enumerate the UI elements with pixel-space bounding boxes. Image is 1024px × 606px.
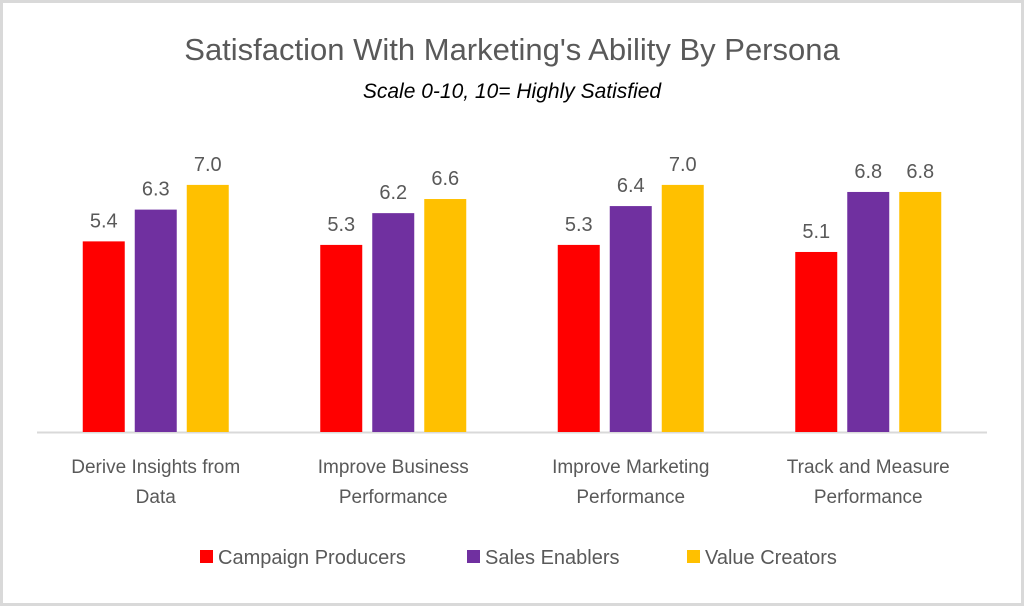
data-label: 6.8 (906, 161, 934, 183)
category-label: Improve Marketing (552, 457, 709, 478)
legend-label: Campaign Producers (218, 547, 406, 569)
legend-swatch (467, 550, 480, 563)
data-label: 6.2 (379, 182, 407, 204)
data-label: 6.6 (431, 168, 459, 190)
data-label: 6.4 (617, 175, 645, 197)
bar-campaign-producers (82, 241, 125, 432)
data-label: 5.4 (90, 210, 118, 232)
bar-sales-enablers (847, 191, 890, 432)
legend-swatch (200, 550, 213, 563)
bar-sales-enablers (134, 209, 177, 432)
data-label: 7.0 (194, 154, 222, 176)
category-label: Performance (814, 487, 923, 508)
bar-value-creators (899, 191, 942, 432)
bar-campaign-producers (320, 244, 363, 432)
bar-value-creators (186, 184, 229, 432)
bar-campaign-producers (557, 244, 600, 432)
legend-swatch (687, 550, 700, 563)
chart-title: Satisfaction With Marketing's Ability By… (184, 32, 840, 67)
data-label: 6.3 (142, 179, 170, 201)
chart-subtitle: Scale 0-10, 10= Highly Satisfied (362, 80, 662, 103)
data-label: 7.0 (669, 154, 697, 176)
legend-label: Value Creators (705, 547, 837, 569)
bar-value-creators (661, 184, 704, 432)
bar-value-creators (424, 199, 467, 432)
category-label: Performance (576, 487, 685, 508)
bar-sales-enablers (372, 213, 415, 432)
category-label: Performance (339, 487, 448, 508)
category-label: Track and Measure (787, 457, 950, 478)
category-label: Improve Business (318, 457, 469, 478)
data-label: 6.8 (854, 161, 882, 183)
bar-campaign-producers (795, 251, 838, 432)
bar-sales-enablers (609, 206, 652, 432)
data-label: 5.1 (802, 221, 830, 243)
legend-label: Sales Enablers (485, 547, 620, 569)
category-label: Data (136, 487, 177, 508)
data-label: 5.3 (565, 214, 593, 236)
data-label: 5.3 (327, 214, 355, 236)
category-label: Derive Insights from (71, 457, 240, 478)
